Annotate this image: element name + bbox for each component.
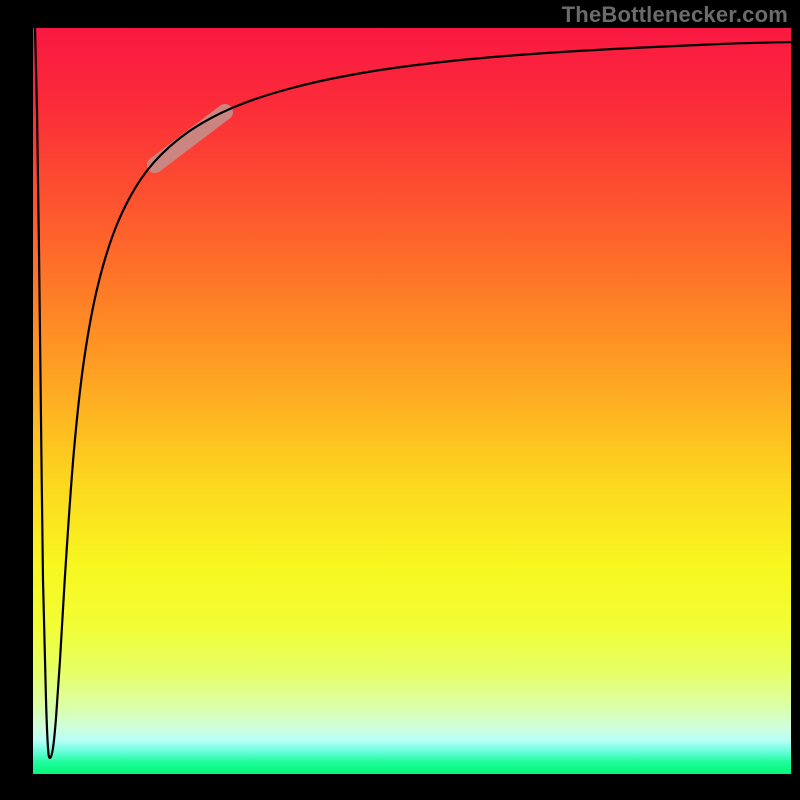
watermark-source-label: TheBottlenecker.com	[562, 2, 788, 28]
figure-root: TheBottlenecker.com	[0, 0, 800, 800]
bottleneck-chart	[0, 0, 800, 800]
plot-background-gradient	[33, 28, 791, 774]
